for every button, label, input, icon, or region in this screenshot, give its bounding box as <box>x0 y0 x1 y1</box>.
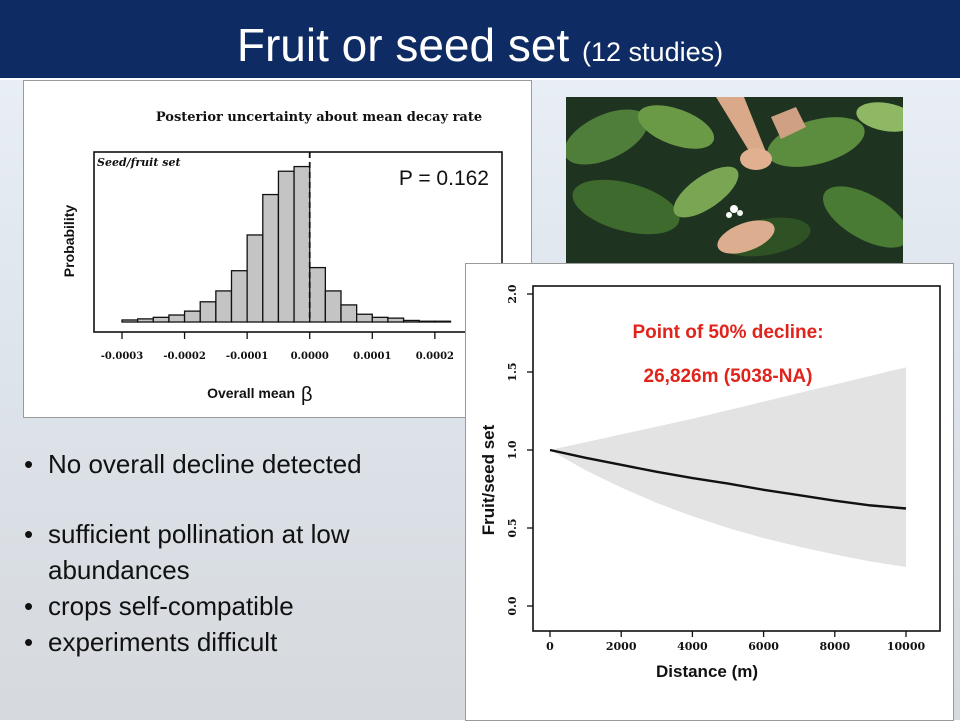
coffee-plant-photo-icon <box>566 97 903 269</box>
histogram-bar <box>355 313 373 323</box>
histogram-bar <box>262 193 280 323</box>
histogram-bar <box>168 314 186 323</box>
bullet-list: No overall decline detected sufficient p… <box>24 446 464 660</box>
coffee-plant-photo <box>566 97 903 269</box>
histogram-chart: Posterior uncertainty about mean decay r… <box>61 110 503 406</box>
curve-x-tick-label: 8000 <box>819 640 850 653</box>
histogram-bar <box>215 290 233 323</box>
curve-y-tick-label: 2.0 <box>506 284 519 303</box>
histogram-bar <box>402 319 420 323</box>
histogram-x-tick-label: -0.0003 <box>101 351 143 362</box>
histogram-title: Posterior uncertainty about mean decay r… <box>156 110 482 125</box>
histogram-x-tick-label: -0.0001 <box>226 351 268 362</box>
curve-x-tick-label: 4000 <box>677 640 708 653</box>
decline-annotation-line-2: 26,826m (5038-NA) <box>644 366 813 387</box>
histogram-x-tick-label: 0.0001 <box>353 351 391 362</box>
histogram-bar <box>277 170 295 323</box>
histogram-plot-frame <box>93 151 503 333</box>
histogram-bar <box>199 301 217 323</box>
decay-curve-chart: Point of 50% decline: 26,826m (5038-NA) … <box>479 284 941 681</box>
histogram-bar <box>121 319 139 323</box>
histogram-x-tick-label: 0.0000 <box>291 351 329 362</box>
curve-plot-frame <box>532 285 941 632</box>
beta-symbol: β <box>301 384 313 406</box>
histogram-bar <box>293 165 311 323</box>
bullet-item-1: crops self-compatible <box>24 588 464 624</box>
bullet-item-0: sufficient pollination at low abundances <box>24 516 464 588</box>
histogram-bar <box>371 316 389 323</box>
curve-y-tick-label: 1.0 <box>506 440 519 459</box>
curve-y-tick-label: 0.5 <box>506 518 519 537</box>
bullet-item-2: experiments difficult <box>24 624 464 660</box>
histogram-bar <box>136 318 154 323</box>
histogram-panel-label: Seed/fruit set <box>97 156 181 169</box>
histogram-bar <box>340 304 358 323</box>
curve-x-tick-label: 2000 <box>606 640 637 653</box>
curve-x-tick-label: 0 <box>546 640 554 653</box>
curve-y-label: Fruit/seed set <box>479 424 498 535</box>
histogram-bar <box>183 310 201 323</box>
histogram-bar <box>434 320 452 323</box>
bullet-item-top-0: No overall decline detected <box>24 446 464 482</box>
histogram-bar <box>309 266 327 323</box>
slide-title-main: Fruit or seed set <box>236 19 570 71</box>
curve-x-tick-label: 6000 <box>748 640 779 653</box>
decay-curve-line <box>549 448 907 510</box>
curve-y-tick-label: 0.0 <box>506 596 519 615</box>
histogram-bar <box>152 316 170 323</box>
title-bar <box>0 0 960 78</box>
slide-title: Fruit or seed set (12 studies) <box>0 0 960 78</box>
decline-annotation-line-1: Point of 50% decline: <box>632 322 823 343</box>
slide-title-suffix: (12 studies) <box>582 37 724 67</box>
histogram-bar <box>230 270 248 323</box>
histogram-bar <box>387 317 405 323</box>
curve-x-label: Distance (m) <box>656 662 758 681</box>
histogram-bar <box>324 290 342 323</box>
p-value-annotation: P = 0.162 <box>399 167 489 190</box>
histogram-panel: Posterior uncertainty about mean decay r… <box>23 80 532 418</box>
histogram-x-label: Overall mean <box>207 385 295 401</box>
histogram-bar <box>246 234 264 323</box>
curve-x-tick-label: 10000 <box>887 640 926 653</box>
histogram-y-label: Probability <box>61 205 77 278</box>
decay-curve-panel: Point of 50% decline: 26,826m (5038-NA) … <box>465 263 954 721</box>
histogram-x-tick-label: 0.0002 <box>416 351 454 362</box>
curve-y-tick-label: 1.5 <box>506 362 519 381</box>
histogram-x-tick-label: -0.0002 <box>163 351 205 362</box>
histogram-bar <box>418 320 436 323</box>
confidence-band <box>550 367 906 567</box>
